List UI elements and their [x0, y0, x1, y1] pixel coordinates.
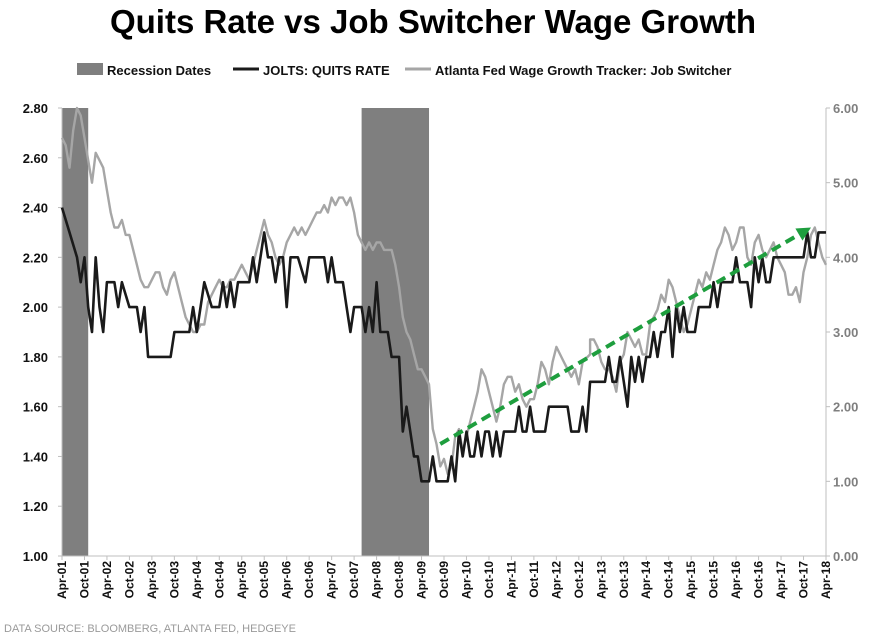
right-tick-label: 6.00	[833, 101, 858, 116]
x-tick-label: Apr-05	[235, 561, 249, 599]
x-tick-label: Oct-06	[302, 561, 316, 599]
x-tick-label: Oct-08	[392, 561, 406, 599]
x-tick-label: Oct-14	[662, 561, 676, 599]
data-source: DATA SOURCE: BLOOMBERG, ATLANTA FED, HED…	[4, 623, 296, 635]
x-tick-label: Apr-06	[280, 561, 294, 599]
left-tick-label: 2.80	[23, 101, 48, 116]
left-tick-label: 1.60	[23, 400, 48, 415]
right-tick-label: 1.00	[833, 474, 858, 489]
right-tick-label: 2.00	[833, 400, 858, 415]
x-tick-label: Oct-01	[77, 561, 91, 599]
right-axis-ticks: 0.00 1.00 2.00 3.00 4.00 5.00 6.00	[826, 101, 858, 564]
x-tick-label: Oct-07	[347, 561, 361, 599]
x-tick-label: Oct-05	[257, 561, 271, 599]
x-tick-label: Apr-12	[549, 561, 563, 599]
annotations	[439, 227, 811, 446]
right-tick-label: 4.00	[833, 250, 858, 265]
x-tick-label: Apr-14	[639, 561, 653, 599]
left-tick-label: 1.40	[23, 449, 48, 464]
series-lines	[60, 106, 828, 483]
right-tick-label: 0.00	[833, 549, 858, 564]
legend-swatch-recession	[77, 63, 103, 75]
x-tick-label: Oct-10	[482, 561, 496, 599]
legend-label-quits: JOLTS: QUITS RATE	[263, 63, 390, 78]
x-tick-label: Apr-08	[370, 561, 384, 599]
x-tick-label: Apr-10	[459, 561, 473, 599]
trend-arrow-line	[439, 232, 800, 446]
x-tick-label: Oct-09	[437, 561, 451, 599]
x-tick-label: Apr-09	[415, 561, 429, 599]
x-tick-label: Oct-03	[167, 561, 181, 599]
right-tick-label: 3.00	[833, 325, 858, 340]
x-tick-label: Apr-17	[774, 561, 788, 599]
trend-arrow-head	[795, 227, 811, 241]
x-tick-label: Apr-11	[504, 561, 518, 599]
x-tick-label: Apr-18	[819, 561, 833, 599]
x-tick-label: Oct-16	[752, 561, 766, 599]
recession-band-0	[62, 108, 89, 556]
x-tick-label: Oct-17	[797, 561, 811, 599]
x-axis-ticks: Apr-01 Oct-01 Apr-02 Oct-02 Apr-03 Oct-03 Apr-…	[55, 556, 833, 599]
left-axis-ticks: 1.00 1.20 1.40 1.60 1.80 2.00 2.20 2.40 2.60 2.80	[23, 101, 62, 564]
x-tick-label: Oct-04	[212, 561, 226, 599]
x-tick-label: Oct-12	[572, 561, 586, 599]
x-tick-label: Apr-07	[325, 561, 339, 599]
x-tick-label: Oct-13	[617, 561, 631, 599]
x-tick-label: Apr-13	[594, 561, 608, 599]
x-tick-label: Oct-15	[707, 561, 721, 599]
legend: Recession Dates JOLTS: QUITS RATE Atlant…	[77, 63, 731, 78]
x-tick-label: Apr-01	[55, 561, 69, 599]
left-tick-label: 2.20	[23, 250, 48, 265]
x-tick-label: Apr-15	[684, 561, 698, 599]
x-tick-label: Apr-02	[100, 561, 114, 599]
left-tick-label: 1.00	[23, 549, 48, 564]
right-tick-label: 5.00	[833, 176, 858, 191]
x-tick-label: Oct-02	[122, 561, 136, 599]
chart-title: Quits Rate vs Job Switcher Wage Growth	[110, 3, 756, 40]
legend-label-wage: Atlanta Fed Wage Growth Tracker: Job Swi…	[435, 63, 731, 78]
legend-label-recession: Recession Dates	[107, 63, 211, 78]
x-tick-label: Oct-11	[527, 561, 541, 598]
x-tick-label: Apr-03	[145, 561, 159, 599]
left-tick-label: 2.40	[23, 201, 48, 216]
left-tick-label: 1.80	[23, 350, 48, 365]
left-tick-label: 2.60	[23, 151, 48, 166]
series-line-quits-rate	[60, 207, 826, 483]
left-tick-label: 2.00	[23, 300, 48, 315]
x-tick-label: Apr-04	[190, 561, 204, 599]
x-tick-label: Apr-16	[729, 561, 743, 599]
left-tick-label: 1.20	[23, 499, 48, 514]
